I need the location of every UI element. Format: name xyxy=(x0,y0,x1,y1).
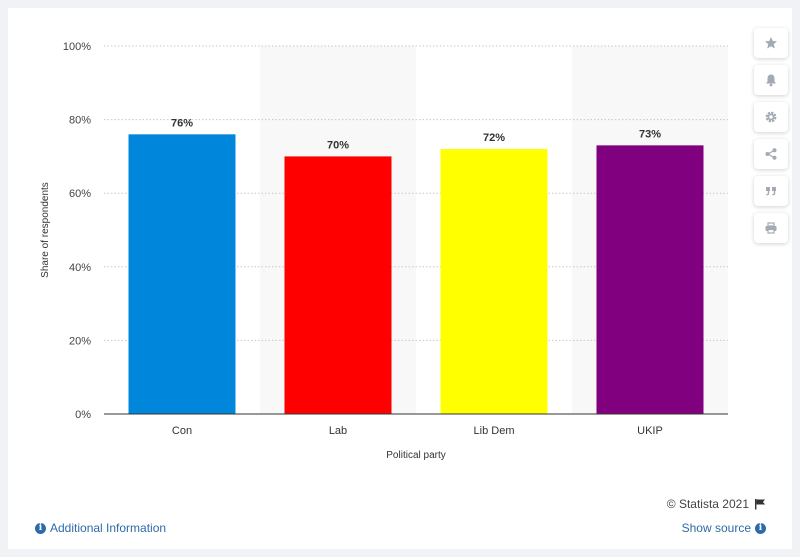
data-labels: 76% 70% 72% 73% xyxy=(171,117,661,151)
credit-text: © Statista 2021 xyxy=(666,497,749,511)
x-tick-label: UKIP xyxy=(637,425,663,437)
x-tick-labels: Con Lab Lib Dem UKIP xyxy=(172,425,663,437)
cite-button[interactable] xyxy=(754,176,788,206)
bars xyxy=(128,134,704,415)
chart-card: 0% 20% 40% 60% 80% 100% 76% 70% 72% 73% Con Lab Li… xyxy=(8,8,792,549)
y-tick-label: 100% xyxy=(63,41,91,53)
x-tick-label: Lab xyxy=(329,425,347,437)
print-button[interactable] xyxy=(754,213,788,243)
y-tick-label: 0% xyxy=(75,409,91,421)
y-tick-labels: 0% 20% 40% 60% 80% 100% xyxy=(63,41,91,421)
print-icon xyxy=(765,222,777,234)
y-tick-label: 60% xyxy=(69,188,91,200)
bar[interactable] xyxy=(596,145,704,415)
gridlines xyxy=(104,45,728,341)
additional-information-label: Additional Information xyxy=(50,521,167,535)
quote-icon xyxy=(766,187,776,196)
info-icon: i xyxy=(755,522,766,534)
share-icon xyxy=(765,148,777,160)
x-tick-label: Con xyxy=(172,425,192,437)
data-label: 73% xyxy=(639,128,661,140)
y-tick-label: 40% xyxy=(69,262,91,274)
chart-toolbar xyxy=(754,28,788,243)
info-icon: i xyxy=(35,522,46,534)
bar-chart: 0% 20% 40% 60% 80% 100% 76% 70% 72% 73% Con Lab Li… xyxy=(40,41,728,461)
data-label: 76% xyxy=(171,117,193,129)
y-tick-label: 80% xyxy=(69,115,91,127)
notification-button[interactable] xyxy=(754,65,788,95)
x-axis-label: Political party xyxy=(386,450,445,461)
additional-information-link[interactable]: i Additional Information xyxy=(35,521,166,535)
show-source-link[interactable]: Show source i xyxy=(682,521,766,535)
favorite-button[interactable] xyxy=(754,28,788,58)
gear-icon xyxy=(765,111,777,123)
settings-button[interactable] xyxy=(754,102,788,132)
bar[interactable] xyxy=(284,156,392,414)
statista-credit[interactable]: © Statista 2021 xyxy=(667,497,766,511)
data-label: 70% xyxy=(327,139,349,151)
bar[interactable] xyxy=(440,149,548,415)
y-axis-label: Share of respondents xyxy=(40,182,51,278)
y-tick-label: 20% xyxy=(69,335,91,347)
x-tick-label: Lib Dem xyxy=(474,425,515,437)
data-label: 72% xyxy=(483,132,505,144)
star-icon xyxy=(765,37,777,49)
bar[interactable] xyxy=(128,134,236,414)
flag-icon xyxy=(755,499,765,510)
bell-icon xyxy=(766,74,776,87)
share-button[interactable] xyxy=(754,139,788,169)
show-source-label: Show source xyxy=(681,521,751,535)
